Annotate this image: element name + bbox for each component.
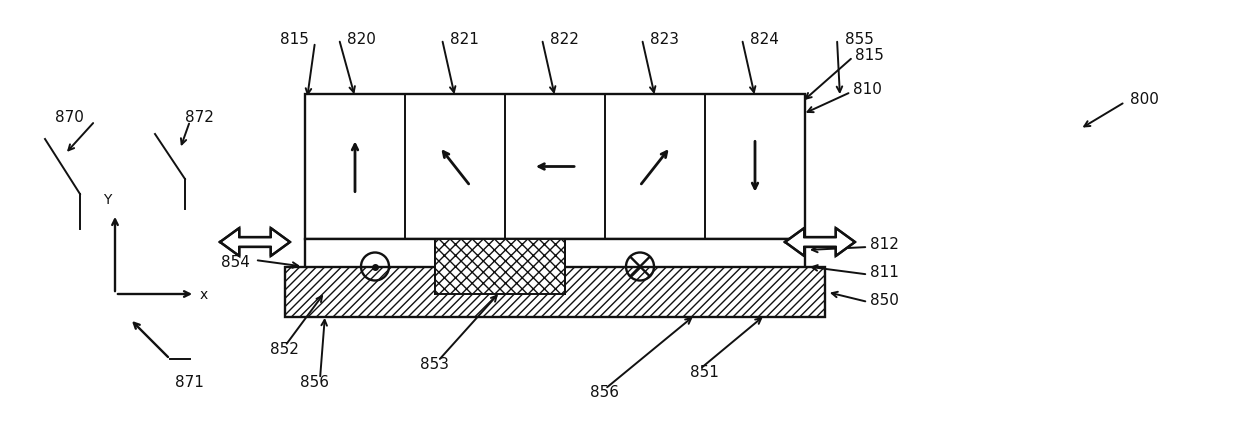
Text: 820: 820 — [347, 32, 376, 47]
Text: 815: 815 — [856, 47, 884, 62]
Text: 854: 854 — [221, 255, 250, 270]
Bar — [435, 240, 565, 294]
Text: 824: 824 — [750, 32, 779, 47]
Bar — [305, 240, 805, 294]
Text: x: x — [200, 287, 208, 301]
Text: 823: 823 — [650, 32, 680, 47]
Text: 821: 821 — [450, 32, 479, 47]
Text: 812: 812 — [870, 237, 899, 252]
Text: 870: 870 — [55, 110, 84, 125]
Text: 850: 850 — [870, 293, 899, 308]
Text: 856: 856 — [590, 385, 619, 399]
Text: 815: 815 — [280, 32, 309, 47]
Text: 856: 856 — [300, 374, 329, 390]
Polygon shape — [785, 229, 856, 256]
Text: 852: 852 — [270, 342, 299, 357]
Text: 871: 871 — [175, 374, 203, 389]
Text: 811: 811 — [870, 265, 899, 279]
Text: 853: 853 — [420, 357, 449, 372]
Text: 872: 872 — [185, 110, 213, 125]
Text: 851: 851 — [689, 365, 719, 380]
Polygon shape — [219, 229, 290, 256]
Text: Y: Y — [103, 193, 112, 207]
Text: 810: 810 — [853, 82, 882, 97]
Text: 822: 822 — [551, 32, 579, 47]
Text: 855: 855 — [844, 32, 874, 47]
Bar — [285, 267, 825, 317]
Bar — [305, 95, 805, 240]
Text: 800: 800 — [1130, 92, 1159, 107]
